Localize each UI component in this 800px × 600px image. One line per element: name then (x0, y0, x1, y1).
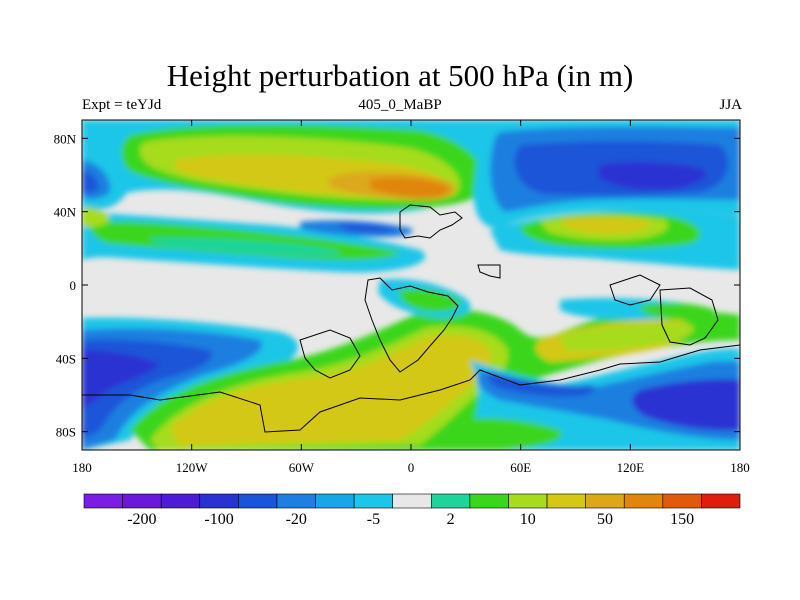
colorbar-swatch (701, 493, 741, 509)
x-tick-label: 60W (289, 460, 315, 475)
colorbar-swatch (315, 493, 355, 509)
coastline-asia (477, 264, 501, 279)
field-eq-green-east (639, 303, 715, 319)
colorbar: -200 -100 -20 -5 2 10 50 150 (83, 493, 741, 528)
field-midn-mint (150, 237, 341, 256)
field-s-gold (170, 335, 491, 445)
field-nw-darkblue (82, 170, 99, 193)
colorbar-label: 50 (597, 511, 613, 528)
colorbar-swatch (392, 493, 432, 509)
chart-title: Height perturbation at 500 hPa (in m) (166, 58, 634, 93)
coastline-antarctica (82, 344, 740, 433)
y-tick-label: 80S (56, 425, 76, 440)
colorbar-swatch (238, 493, 278, 509)
field-se-indigo (632, 379, 740, 431)
y-tick-label: 40N (54, 205, 77, 220)
x-tick-label: 0 (408, 460, 415, 475)
coastline-indonesia (609, 274, 661, 306)
field-nem-gold (560, 216, 650, 234)
field-north-red (370, 177, 449, 198)
colorbar-swatch (508, 493, 548, 509)
colorbar-label: 10 (520, 511, 536, 528)
colorbar-swatch (199, 493, 239, 509)
colorbar-swatch (546, 493, 586, 509)
colorbar-label: 2 (447, 511, 455, 528)
y-tick-label: 40S (56, 351, 76, 366)
coastline-south-america (299, 329, 361, 379)
field-eq-green-africa (399, 288, 462, 312)
y-tick-label: 80N (54, 131, 77, 146)
colorbar-swatch (662, 493, 702, 509)
period-label: 405_0_MaBP (358, 97, 442, 113)
field-se-green-lower (440, 418, 562, 450)
colorbar-swatch (122, 493, 162, 509)
field-midn-yellow (82, 207, 110, 228)
x-tick-label: 180 (730, 460, 750, 475)
colorbar-swatch (469, 493, 509, 509)
colorbar-swatch (430, 493, 471, 509)
field-se-darkblue (488, 372, 595, 397)
field-midn-darkblue (335, 223, 398, 233)
colorbar-swatch (160, 493, 201, 509)
colorbar-label: 150 (670, 511, 694, 528)
coastline-australia (659, 287, 719, 346)
field-ne-indigo (598, 162, 706, 190)
y-tick-label: 0 (70, 278, 77, 293)
colorbar-label: -200 (127, 511, 156, 528)
season-label: JJA (719, 97, 742, 113)
contour-fills (82, 120, 740, 450)
coastlines (82, 204, 740, 433)
colorbar-swatch (585, 493, 625, 509)
x-tick-label: 180 (72, 460, 92, 475)
colorbar-swatch (276, 493, 316, 509)
colorbar-label: -20 (286, 511, 307, 528)
colorbar-label: -5 (367, 511, 380, 528)
coastline-africa (364, 277, 459, 373)
colorbar-swatch (623, 493, 664, 509)
colorbar-swatch (83, 493, 123, 509)
colorbar-swatch (353, 493, 394, 509)
colorbar-label: -100 (204, 511, 233, 528)
field-se-cyan-lower (560, 432, 740, 450)
x-tick-label: 60E (510, 460, 531, 475)
axes: 180 120W 60W 0 60E 120E 180 80N 40N 0 40S 80S (54, 120, 750, 475)
x-tick-label: 120E (617, 460, 645, 475)
field-s-yellow-se (560, 323, 694, 351)
experiment-label: Expt = teYJd (82, 97, 162, 113)
x-tick-label: 120W (176, 460, 209, 475)
coastline-europe (399, 204, 463, 239)
